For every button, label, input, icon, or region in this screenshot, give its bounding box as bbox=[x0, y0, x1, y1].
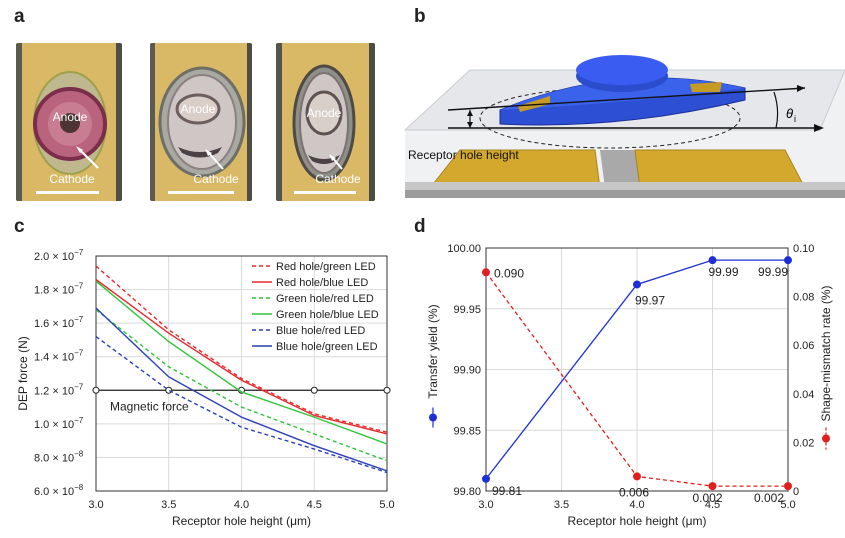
micrograph-capsule-hole: Anode Cathode bbox=[276, 43, 375, 201]
anode-label-2: Anode bbox=[181, 102, 216, 116]
legend-label-4: Blue hole/red LED bbox=[276, 325, 365, 337]
y-tick-label: 1.2 × 10−7 bbox=[34, 382, 84, 397]
magnetic-force-marker bbox=[383, 386, 391, 394]
led-top-electrode bbox=[576, 55, 668, 85]
series-line-0 bbox=[485, 259, 788, 480]
x-tick-label: 4.5 bbox=[307, 499, 322, 511]
series-line-2 bbox=[95, 309, 388, 462]
legend-label-3: Green hole/blue LED bbox=[276, 309, 379, 321]
data-label-1: 0.090 bbox=[494, 266, 524, 280]
led-receptor-schematic: θ i Receptor hole height bbox=[403, 55, 845, 198]
series-point-1 bbox=[633, 472, 641, 481]
angle-symbol: θ bbox=[786, 106, 793, 121]
y-tick-label: 1.6 × 10−7 bbox=[34, 315, 84, 330]
y-left-tick-label: 99.80 bbox=[453, 486, 481, 498]
y-tick-label: 1.8 × 10−7 bbox=[34, 282, 84, 297]
plot-frame bbox=[95, 255, 388, 492]
y-tick-label: 8.0 × 10−8 bbox=[34, 449, 84, 464]
series-point-0 bbox=[708, 256, 717, 265]
series-line-4 bbox=[95, 336, 388, 474]
y-right-tick-label: 0.06 bbox=[793, 340, 814, 352]
y-left-tick-label: 100.00 bbox=[447, 243, 481, 255]
panel-d-label: d bbox=[414, 216, 426, 237]
y-right-tick-label: 0.04 bbox=[793, 389, 814, 401]
anode-label-1: Anode bbox=[53, 110, 88, 124]
plot-frame bbox=[485, 247, 789, 492]
y-right-tick-label: 0.10 bbox=[793, 243, 814, 255]
series-line-3 bbox=[95, 280, 388, 445]
x-tick-label: 4.0 bbox=[234, 499, 249, 511]
data-label-1: 0.002 bbox=[754, 491, 784, 505]
micrograph-round-hole: Anode Cathode bbox=[16, 43, 122, 201]
data-label-0: 99.99 bbox=[709, 265, 739, 279]
series-point-1 bbox=[482, 268, 490, 277]
y-tick-label: 1.0 × 10−7 bbox=[34, 416, 84, 431]
legend-label-1: Red hole/blue LED bbox=[276, 277, 368, 289]
series-line-1 bbox=[485, 271, 788, 487]
scale-bar-2 bbox=[168, 191, 234, 194]
scale-bar-1 bbox=[36, 191, 99, 194]
series-point-0 bbox=[633, 280, 641, 289]
x-tick-label: 3.5 bbox=[554, 499, 569, 511]
angle-subscript: i bbox=[794, 114, 796, 124]
y-right-axis-label: Shape-mismatch rate (%) bbox=[819, 285, 833, 421]
data-label-1: 0.002 bbox=[693, 491, 723, 505]
panel-b-label: b bbox=[414, 6, 426, 27]
y-left-tick-label: 99.90 bbox=[453, 365, 481, 377]
y-left-tick-label: 99.85 bbox=[453, 425, 481, 437]
x-tick-label: 5.0 bbox=[379, 499, 394, 511]
y-right-tick-label: 0.02 bbox=[793, 437, 814, 449]
series-line-0 bbox=[95, 265, 388, 433]
series-point-0 bbox=[482, 474, 490, 483]
legend-label-5: Blue hole/green LED bbox=[276, 341, 378, 353]
cathode-label-2: Cathode bbox=[193, 172, 239, 186]
panel-a-label: a bbox=[14, 6, 25, 27]
magnetic-force-marker bbox=[92, 386, 100, 394]
y-right-tick-label: 0.08 bbox=[793, 292, 814, 304]
y-left-tick-label: 99.95 bbox=[453, 304, 481, 316]
y-axis-label: DEP force (N) bbox=[16, 336, 30, 410]
y-tick-label: 1.4 × 10−7 bbox=[34, 349, 84, 364]
chart-transfer-yield: 99.80 99.85 99.90 99.95 100.00 0 0.02 0.04 0.06 0… bbox=[426, 243, 833, 528]
x-tick-label: 3.0 bbox=[88, 499, 103, 511]
y-left-legend-marker bbox=[429, 413, 437, 422]
x-axis-label: Receptor hole height (μm) bbox=[172, 514, 311, 528]
receptor-hole-height-label: Receptor hole height bbox=[408, 148, 519, 162]
magnetic-force-marker bbox=[310, 386, 318, 394]
x-tick-label: 3.0 bbox=[478, 499, 493, 511]
data-label-0: 99.99 bbox=[758, 265, 788, 279]
data-label-0: 99.97 bbox=[635, 293, 665, 307]
data-label-0: 99.81 bbox=[492, 484, 522, 498]
chart-dep-force: 2.0 × 10−7 1.8 × 10−7 1.6 × 10−7 1.4 × 10−7… bbox=[16, 248, 395, 528]
y-tick-label: 6.0 × 10−8 bbox=[34, 483, 84, 498]
x-tick-label: 4.5 bbox=[705, 499, 720, 511]
cathode-label-3: Cathode bbox=[315, 172, 361, 186]
y-tick-label: 2.0 × 10−7 bbox=[34, 248, 84, 263]
x-tick-label: 3.5 bbox=[161, 499, 176, 511]
micrograph-pill-hole: Anode Cathode bbox=[150, 43, 252, 201]
series-point-1 bbox=[708, 482, 717, 491]
y-right-tick-label: 0 bbox=[793, 486, 799, 498]
anode-label-3: Anode bbox=[307, 106, 342, 120]
series-point-1 bbox=[784, 482, 792, 491]
series-line-5 bbox=[95, 307, 388, 472]
scale-bar-3 bbox=[294, 191, 356, 194]
x-tick-label: 5.0 bbox=[780, 499, 795, 511]
x-tick-label: 4.0 bbox=[629, 499, 644, 511]
data-label-1: 0.006 bbox=[619, 485, 649, 499]
series-line-1 bbox=[95, 278, 388, 435]
magnetic-force-label: Magnetic force bbox=[110, 399, 189, 413]
x-axis-label: Receptor hole height (μm) bbox=[568, 514, 707, 528]
cathode-label-1: Cathode bbox=[49, 172, 95, 186]
y-left-axis-label: Transfer yield (%) bbox=[426, 304, 440, 398]
panel-c-label: c bbox=[14, 216, 25, 237]
series-point-0 bbox=[784, 256, 792, 265]
legend-label-0: Red hole/green LED bbox=[276, 261, 376, 273]
legend-label-2: Green hole/red LED bbox=[276, 293, 374, 305]
y-right-legend-marker bbox=[822, 434, 830, 443]
